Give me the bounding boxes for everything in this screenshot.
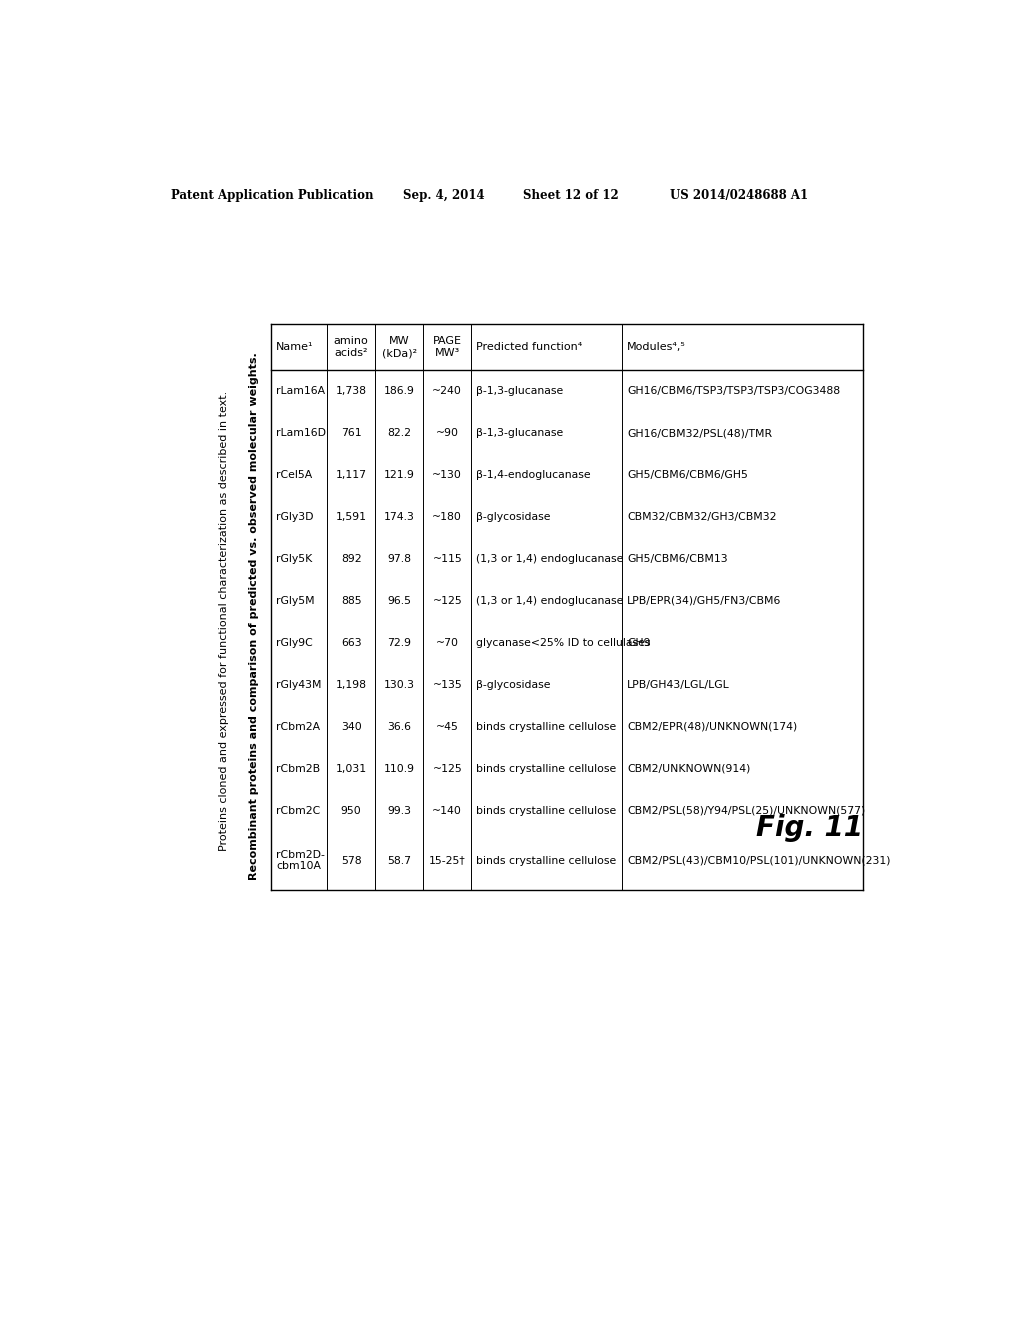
- Text: rGly5K: rGly5K: [276, 554, 312, 564]
- Text: GH9: GH9: [627, 638, 650, 648]
- Text: binds crystalline cellulose: binds crystalline cellulose: [476, 805, 616, 816]
- Text: 1,198: 1,198: [336, 680, 367, 690]
- Text: 121.9: 121.9: [384, 470, 415, 480]
- Text: US 2014/0248688 A1: US 2014/0248688 A1: [671, 189, 809, 202]
- Text: GH5/CBM6/CBM13: GH5/CBM6/CBM13: [627, 554, 728, 564]
- Text: binds crystalline cellulose: binds crystalline cellulose: [476, 855, 616, 866]
- Text: 892: 892: [341, 554, 361, 564]
- Text: 82.2: 82.2: [387, 428, 412, 438]
- Text: 578: 578: [341, 855, 361, 866]
- Text: Proteins cloned and expressed for functional characterization as described in te: Proteins cloned and expressed for functi…: [219, 391, 229, 850]
- Text: β-1,4-endoglucanase: β-1,4-endoglucanase: [476, 470, 591, 480]
- Text: GH16/CBM32/PSL(48)/TMR: GH16/CBM32/PSL(48)/TMR: [627, 428, 772, 438]
- Text: 340: 340: [341, 722, 361, 731]
- Text: ~135: ~135: [432, 680, 462, 690]
- Text: 96.5: 96.5: [387, 595, 412, 606]
- Text: CBM32/CBM32/GH3/CBM32: CBM32/CBM32/GH3/CBM32: [627, 512, 776, 521]
- Text: (1,3 or 1,4) endoglucanase: (1,3 or 1,4) endoglucanase: [476, 554, 624, 564]
- Text: 186.9: 186.9: [384, 387, 415, 396]
- Text: 663: 663: [341, 638, 361, 648]
- Text: CBM2/PSL(58)/Y94/PSL(25)/UNKNOWN(577): CBM2/PSL(58)/Y94/PSL(25)/UNKNOWN(577): [627, 805, 865, 816]
- Text: β-glycosidase: β-glycosidase: [476, 680, 551, 690]
- Text: LPB/GH43/LGL/LGL: LPB/GH43/LGL/LGL: [627, 680, 730, 690]
- Text: Predicted function⁴: Predicted function⁴: [476, 342, 583, 352]
- Text: Recombinant proteins and comparison of predicted vs. observed molecular weights.: Recombinant proteins and comparison of p…: [249, 352, 258, 880]
- Text: ~125: ~125: [432, 595, 462, 606]
- Text: ~45: ~45: [436, 722, 459, 731]
- Text: β-1,3-glucanase: β-1,3-glucanase: [476, 428, 563, 438]
- Text: GH16/CBM6/TSP3/TSP3/TSP3/COG3488: GH16/CBM6/TSP3/TSP3/TSP3/COG3488: [627, 387, 841, 396]
- Text: rCbm2D-
cbm10A: rCbm2D- cbm10A: [276, 850, 325, 871]
- Text: ~125: ~125: [432, 764, 462, 774]
- Text: rGly5M: rGly5M: [276, 595, 314, 606]
- Text: 1,738: 1,738: [336, 387, 367, 396]
- Text: 58.7: 58.7: [387, 855, 412, 866]
- Text: binds crystalline cellulose: binds crystalline cellulose: [476, 722, 616, 731]
- Text: Patent Application Publication: Patent Application Publication: [171, 189, 373, 202]
- Text: ~115: ~115: [432, 554, 462, 564]
- Text: 99.3: 99.3: [387, 805, 412, 816]
- Text: ~240: ~240: [432, 387, 462, 396]
- Text: rGly43M: rGly43M: [276, 680, 322, 690]
- Text: Fig. 11: Fig. 11: [757, 814, 863, 842]
- Text: 36.6: 36.6: [387, 722, 412, 731]
- Text: ~90: ~90: [436, 428, 459, 438]
- Text: rCbm2A: rCbm2A: [276, 722, 321, 731]
- Text: Sep. 4, 2014: Sep. 4, 2014: [403, 189, 484, 202]
- Text: (1,3 or 1,4) endoglucanase: (1,3 or 1,4) endoglucanase: [476, 595, 624, 606]
- Text: ~180: ~180: [432, 512, 462, 521]
- Text: rLam16A: rLam16A: [276, 387, 326, 396]
- Text: 72.9: 72.9: [387, 638, 412, 648]
- Text: glycanase<25% ID to cellulases: glycanase<25% ID to cellulases: [476, 638, 650, 648]
- Text: ~140: ~140: [432, 805, 462, 816]
- Text: 761: 761: [341, 428, 361, 438]
- Text: Name¹: Name¹: [276, 342, 313, 352]
- Text: binds crystalline cellulose: binds crystalline cellulose: [476, 764, 616, 774]
- Text: 950: 950: [341, 805, 361, 816]
- Text: CBM2/PSL(43)/CBM10/PSL(101)/UNKNOWN(231): CBM2/PSL(43)/CBM10/PSL(101)/UNKNOWN(231): [627, 855, 891, 866]
- Text: GH5/CBM6/CBM6/GH5: GH5/CBM6/CBM6/GH5: [627, 470, 748, 480]
- Text: MW
(kDa)²: MW (kDa)²: [382, 337, 417, 358]
- Text: amino
acids²: amino acids²: [334, 337, 369, 358]
- Text: ~70: ~70: [436, 638, 459, 648]
- Text: 1,591: 1,591: [336, 512, 367, 521]
- Text: PAGE
MW³: PAGE MW³: [433, 337, 462, 358]
- Text: 110.9: 110.9: [384, 764, 415, 774]
- Text: 174.3: 174.3: [384, 512, 415, 521]
- Text: 15-25†: 15-25†: [429, 855, 466, 866]
- Text: rGly9C: rGly9C: [276, 638, 312, 648]
- Text: β-glycosidase: β-glycosidase: [476, 512, 551, 521]
- Text: CBM2/EPR(48)/UNKNOWN(174): CBM2/EPR(48)/UNKNOWN(174): [627, 722, 798, 731]
- Text: Modules⁴,⁵: Modules⁴,⁵: [627, 342, 686, 352]
- Text: rCbm2B: rCbm2B: [276, 764, 321, 774]
- Text: Sheet 12 of 12: Sheet 12 of 12: [523, 189, 618, 202]
- Text: rCbm2C: rCbm2C: [276, 805, 321, 816]
- Text: 130.3: 130.3: [384, 680, 415, 690]
- Text: rCel5A: rCel5A: [276, 470, 312, 480]
- Text: LPB/EPR(34)/GH5/FN3/CBM6: LPB/EPR(34)/GH5/FN3/CBM6: [627, 595, 781, 606]
- Text: 97.8: 97.8: [387, 554, 412, 564]
- Text: ~130: ~130: [432, 470, 462, 480]
- Text: 885: 885: [341, 595, 361, 606]
- Text: 1,117: 1,117: [336, 470, 367, 480]
- Text: CBM2/UNKNOWN(914): CBM2/UNKNOWN(914): [627, 764, 751, 774]
- Text: β-1,3-glucanase: β-1,3-glucanase: [476, 387, 563, 396]
- Text: rGly3D: rGly3D: [276, 512, 313, 521]
- Text: 1,031: 1,031: [336, 764, 367, 774]
- Text: rLam16D: rLam16D: [276, 428, 326, 438]
